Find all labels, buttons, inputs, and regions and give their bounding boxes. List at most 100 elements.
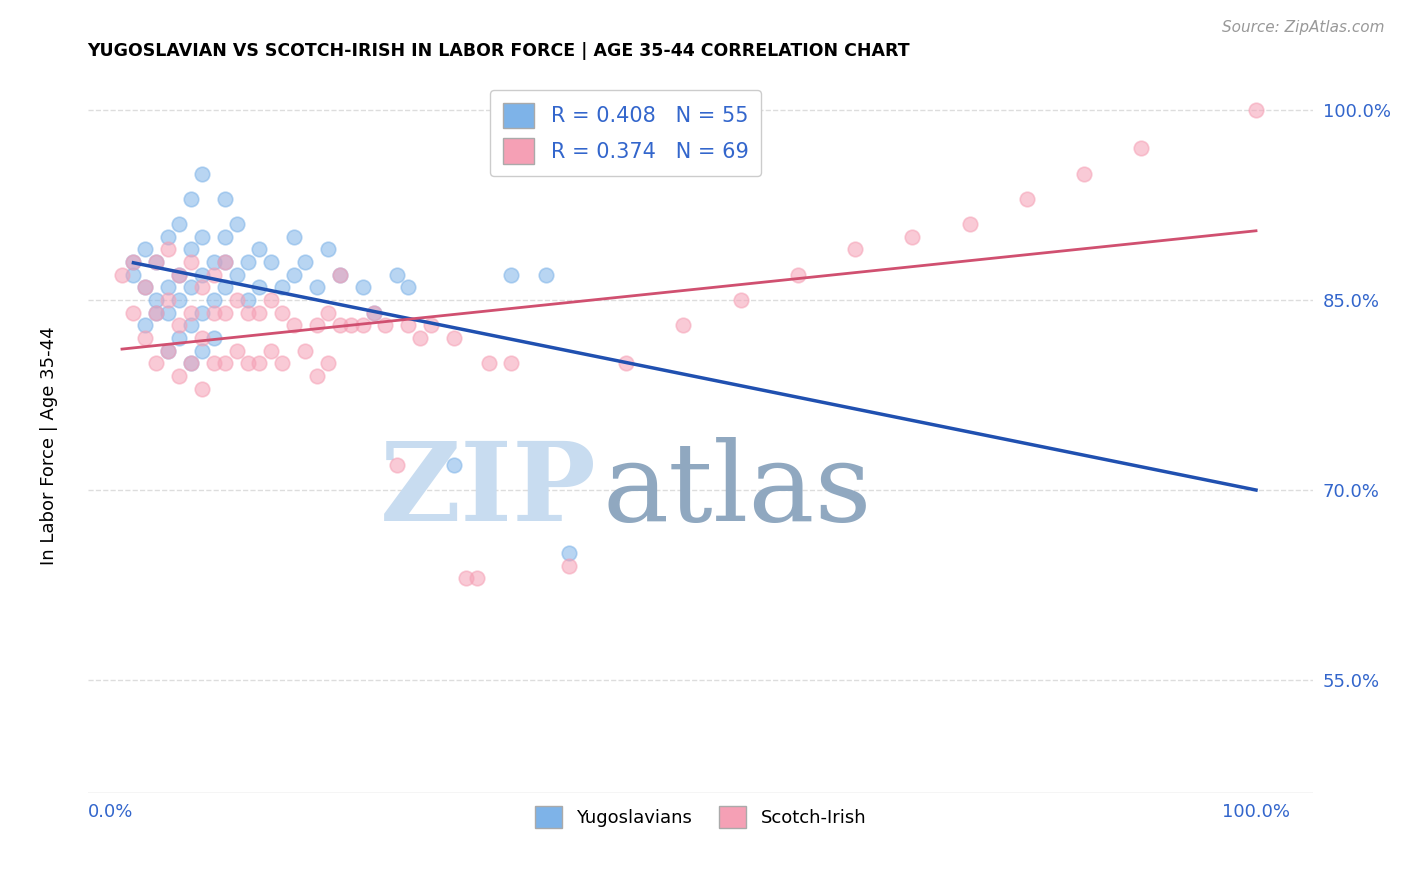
Point (396, 318, 419, 333)
Point (316, 356, 339, 370)
Point (385, 268, 408, 282)
Point (122, 306, 145, 320)
Point (1130, 141, 1153, 155)
Point (167, 318, 190, 333)
Point (180, 192, 202, 206)
Point (191, 306, 214, 320)
Point (1244, 103, 1267, 118)
Point (396, 280, 419, 294)
Point (352, 318, 374, 333)
Point (167, 217, 190, 231)
Point (180, 356, 202, 370)
Point (134, 243, 156, 257)
Point (180, 356, 202, 370)
Point (145, 255, 167, 269)
Point (283, 318, 305, 333)
Point (167, 368, 190, 383)
Point (271, 306, 294, 320)
Point (156, 306, 179, 320)
Point (614, 356, 637, 370)
Point (316, 306, 339, 320)
Point (214, 356, 236, 370)
Point (214, 255, 236, 269)
Point (156, 343, 179, 358)
Point (901, 230, 924, 244)
Point (134, 280, 156, 294)
Point (202, 331, 225, 345)
Point (294, 255, 316, 269)
Point (202, 255, 225, 269)
Point (202, 268, 225, 282)
Point (145, 255, 167, 269)
Point (191, 343, 214, 358)
Point (329, 268, 352, 282)
Point (501, 356, 523, 370)
Point (191, 331, 214, 345)
Point (294, 343, 316, 358)
Point (225, 343, 247, 358)
Point (409, 331, 432, 345)
Point (283, 268, 305, 282)
Point (214, 306, 236, 320)
Point (214, 192, 236, 206)
Point (305, 318, 328, 333)
Point (236, 293, 259, 307)
Point (180, 243, 202, 257)
Point (236, 356, 259, 370)
Point (225, 217, 247, 231)
Point (329, 268, 352, 282)
Point (316, 243, 339, 257)
Point (249, 243, 271, 257)
Point (249, 306, 271, 320)
Point (534, 268, 557, 282)
Point (363, 306, 385, 320)
Point (249, 280, 271, 294)
Point (260, 293, 283, 307)
Point (443, 331, 465, 345)
Point (122, 255, 145, 269)
Point (202, 306, 225, 320)
Point (167, 268, 190, 282)
Point (134, 331, 156, 345)
Point (225, 268, 247, 282)
Point (191, 268, 214, 282)
Point (191, 382, 214, 396)
Point (454, 571, 477, 585)
Legend: Yugoslavians, Scotch-Irish: Yugoslavians, Scotch-Irish (527, 798, 873, 835)
Point (557, 546, 579, 560)
Point (191, 167, 214, 181)
Point (145, 306, 167, 320)
Text: In Labor Force | Age 35-44: In Labor Force | Age 35-44 (41, 326, 58, 566)
Point (786, 268, 808, 282)
Point (111, 268, 134, 282)
Point (329, 318, 352, 333)
Point (202, 356, 225, 370)
Point (385, 458, 408, 472)
Point (122, 255, 145, 269)
Point (443, 458, 465, 472)
Point (180, 306, 202, 320)
Point (501, 268, 523, 282)
Point (260, 343, 283, 358)
Point (167, 331, 190, 345)
Point (557, 558, 579, 573)
Point (214, 255, 236, 269)
Text: Source: ZipAtlas.com: Source: ZipAtlas.com (1222, 20, 1385, 35)
Point (191, 230, 214, 244)
Point (156, 293, 179, 307)
Point (271, 356, 294, 370)
Point (167, 268, 190, 282)
Point (191, 280, 214, 294)
Point (959, 217, 981, 231)
Point (225, 293, 247, 307)
Point (672, 318, 695, 333)
Point (363, 306, 385, 320)
Point (156, 280, 179, 294)
Point (180, 318, 202, 333)
Text: ZIP: ZIP (380, 437, 596, 544)
Point (214, 230, 236, 244)
Point (145, 293, 167, 307)
Point (271, 280, 294, 294)
Point (214, 280, 236, 294)
Point (305, 368, 328, 383)
